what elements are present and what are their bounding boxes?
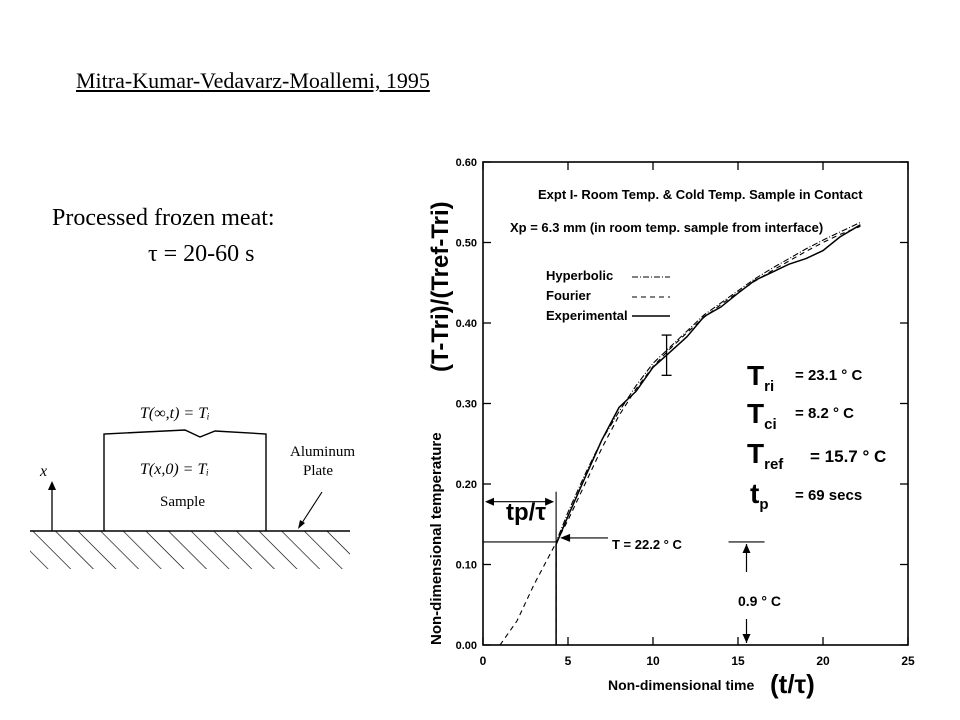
delta-arrowhead-bottom xyxy=(742,634,751,643)
aluminum-plate xyxy=(30,531,350,569)
x-tick-label: 15 xyxy=(731,654,745,668)
x-tick-label: 0 xyxy=(480,654,487,668)
y-axis-formula: (T-Tri)/(Tref-Tri) xyxy=(427,201,454,372)
x-axis-label: x xyxy=(39,463,47,480)
y-axis-label: Non-dimensional temperature xyxy=(428,432,445,645)
y-tick-label: 0.40 xyxy=(456,318,477,330)
relaxation-time-label: τ = 20-60 s xyxy=(148,241,255,267)
tp-arrowhead-right xyxy=(545,497,555,506)
param-tref-symbol: Tref xyxy=(747,438,784,473)
sample-block xyxy=(103,429,267,531)
legend-label-experimental: Experimental xyxy=(546,308,628,323)
chart-subtitle: Xp = 6.3 mm (in room temp. sample from i… xyxy=(510,220,823,235)
x-axis-arrowhead xyxy=(48,481,56,490)
y-tick-label: 0.20 xyxy=(456,479,477,491)
plate-leader-arrowhead xyxy=(298,520,305,529)
param-tp-symbol: tp xyxy=(750,478,769,513)
plate-label-2: Plate xyxy=(303,463,333,479)
plate-leader xyxy=(299,491,323,527)
arrival-arrowhead xyxy=(560,533,571,542)
delta-arrowhead-top xyxy=(742,543,751,553)
legend-label-fourier: Fourier xyxy=(546,288,591,303)
x-tick-label: 5 xyxy=(565,654,572,668)
tp-over-tau-label: tp/τ xyxy=(506,499,546,526)
arrival-temp-label: T = 22.2 ° C xyxy=(612,537,682,552)
y-tick-label: 0.00 xyxy=(456,640,477,652)
slide-title: Mitra-Kumar-Vedavarz-Moallemi, 1995 xyxy=(76,68,430,93)
parameter-block: Tri = 23.1 ° C Tci = 8.2 ° C Tref = 15.7… xyxy=(747,360,886,513)
plate-label-1: Aluminum xyxy=(290,444,355,460)
annotations: tp/τ T = 22.2 ° C 0.9 ° C xyxy=(483,491,781,643)
param-tci-symbol: Tci xyxy=(747,398,777,433)
y-tick-label: 0.10 xyxy=(456,560,477,572)
chart-title: Expt I- Room Temp. & Cold Temp. Sample i… xyxy=(538,187,863,202)
param-tri-value: = 23.1 ° C xyxy=(795,367,862,384)
legend-label-hyperbolic: Hyperbolic xyxy=(546,268,613,283)
y-tick-label: 0.50 xyxy=(456,238,477,250)
delta-temp-label: 0.9 ° C xyxy=(738,593,781,609)
x-axis-label: Non-dimensional time xyxy=(608,677,754,693)
y-tick-label: 0.60 xyxy=(456,157,477,169)
param-tp-value: = 69 secs xyxy=(795,487,862,504)
param-tref-value: = 15.7 ° C xyxy=(810,447,886,466)
plot-frame xyxy=(482,161,909,646)
param-tri-symbol: Tri xyxy=(747,360,774,395)
series-experimental xyxy=(555,224,861,645)
sample-label: Sample xyxy=(160,494,205,510)
series-fourier xyxy=(499,225,861,646)
material-label: Processed frozen meat: xyxy=(52,205,275,231)
initial-condition: T(x,0) = Tᵢ xyxy=(140,461,209,478)
x-tick-label: 20 xyxy=(816,654,830,668)
tp-arrowhead-left xyxy=(485,497,494,506)
param-tci-value: = 8.2 ° C xyxy=(795,405,854,422)
x-axis-symbol: (t/τ) xyxy=(770,669,815,699)
legend: Hyperbolic Fourier Experimental xyxy=(546,268,670,323)
series-hyperbolic xyxy=(555,221,861,645)
x-tick-label: 25 xyxy=(901,654,915,668)
top-condition: T(∞,t) = Tᵢ xyxy=(140,405,210,422)
y-tick-label: 0.30 xyxy=(456,399,477,411)
x-tick-label: 10 xyxy=(646,654,660,668)
